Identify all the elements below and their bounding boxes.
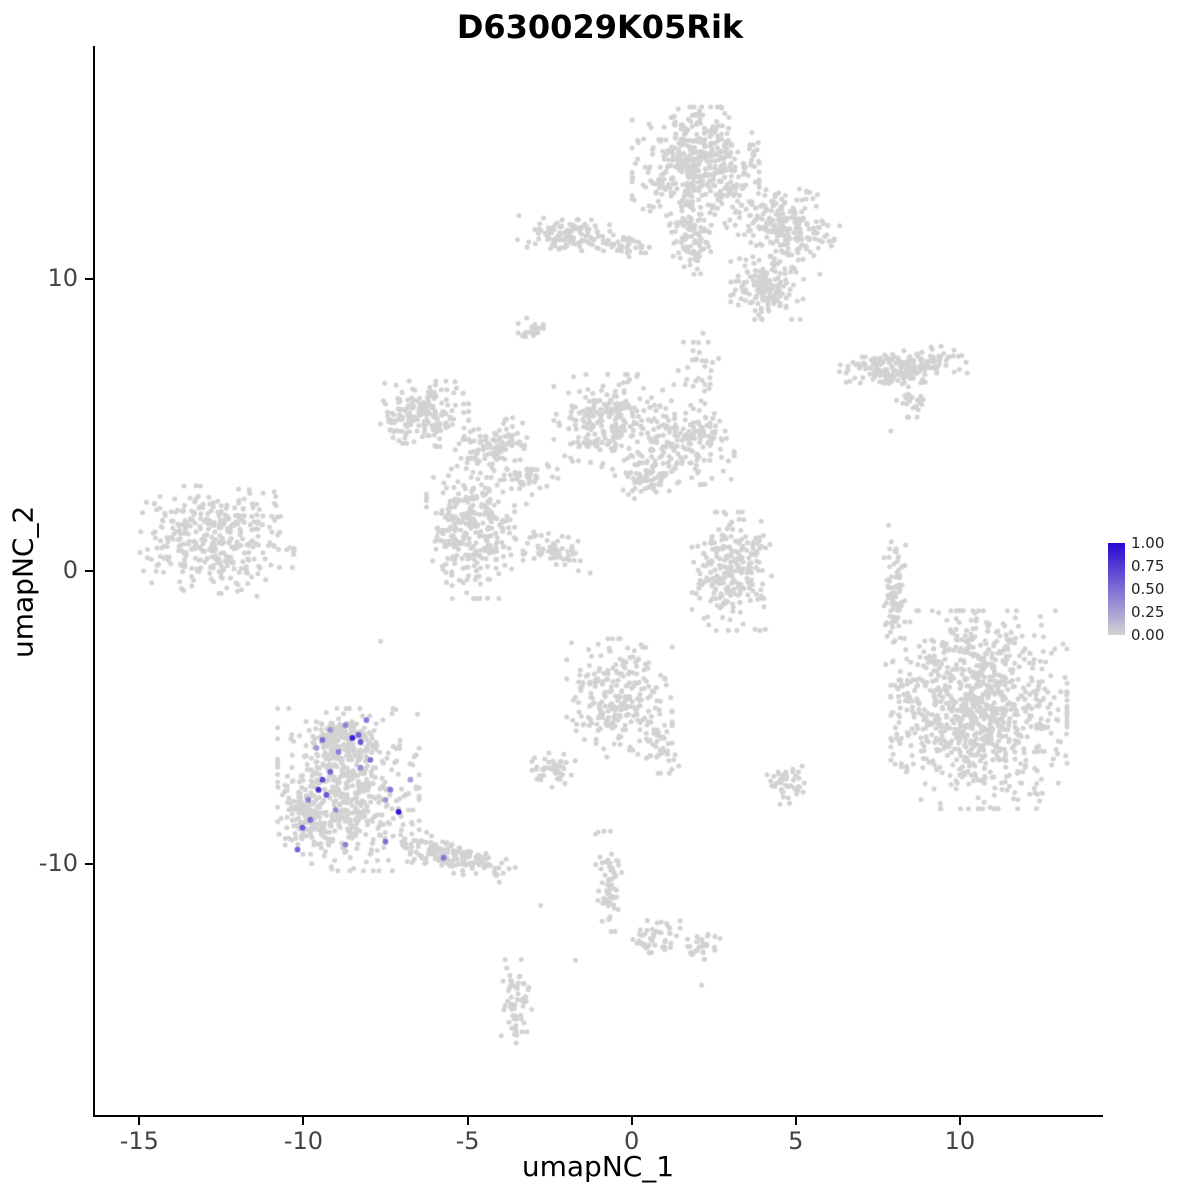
colorbar-tick-label: 0.00: [1131, 626, 1165, 644]
plot-title: D630029K05Rik: [456, 8, 744, 46]
y-tick-label: -10: [38, 848, 78, 877]
y-tick-mark: [85, 862, 93, 865]
y-tick-mark: [85, 570, 93, 573]
colorbar-tick-label: 0.50: [1131, 580, 1165, 598]
x-tick-label: 0: [624, 1127, 640, 1155]
x-tick-mark: [466, 1117, 469, 1125]
y-tick-label: 10: [47, 263, 78, 292]
colorbar-tick-label: 1.00: [1131, 534, 1165, 552]
x-tick-label: -15: [119, 1127, 159, 1155]
x-tick-mark: [138, 1117, 141, 1125]
y-axis-line: [93, 46, 95, 1117]
x-tick-mark: [794, 1117, 797, 1125]
colorbar-tick-label: 0.75: [1131, 557, 1165, 575]
x-tick-label: -5: [455, 1127, 480, 1155]
x-tick-mark: [958, 1117, 961, 1125]
colorbar-legend: 1.00 0.75 0.50 0.25 0.00: [1108, 535, 1200, 644]
x-tick-mark: [630, 1117, 633, 1125]
y-tick-mark: [85, 277, 93, 280]
x-axis-label: umapNC_1: [521, 1150, 675, 1183]
x-axis-line: [93, 1115, 1103, 1117]
x-tick-label: 10: [944, 1127, 976, 1155]
colorbar-tick-label: 0.25: [1131, 603, 1165, 621]
y-tick-label: 0: [62, 556, 78, 585]
colorbar-gradient: [1108, 543, 1125, 635]
y-axis-label: umapNC_2: [6, 505, 40, 658]
x-tick-label: -10: [283, 1127, 323, 1155]
x-tick-mark: [302, 1117, 305, 1125]
x-tick-label: 5: [788, 1127, 804, 1155]
